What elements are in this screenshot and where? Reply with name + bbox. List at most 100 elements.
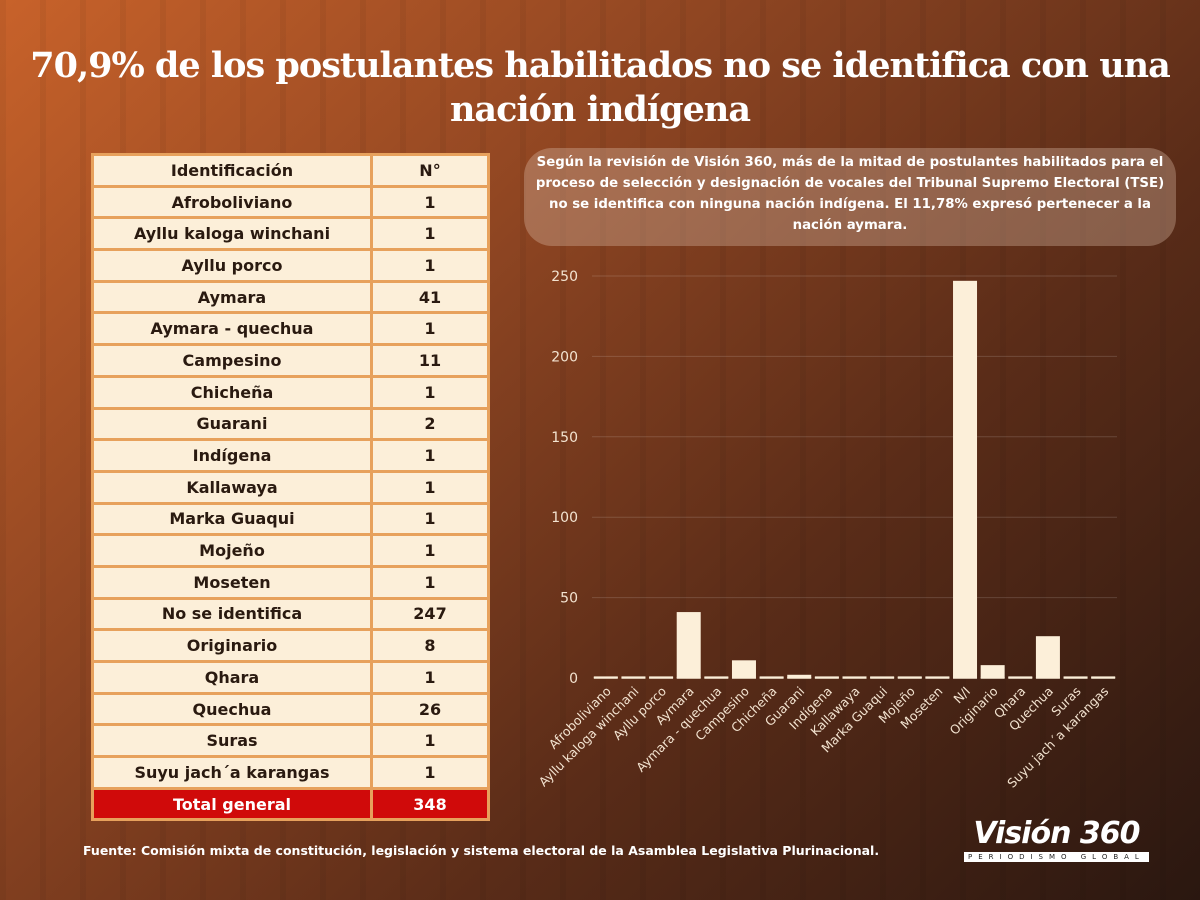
bar-value: 1 (854, 671, 855, 673)
table-row: Kallawaya 1 (91, 469, 490, 505)
table-row: Indígena 1 (91, 438, 490, 473)
table-row: Aymara - quechua 1 (91, 311, 490, 347)
vision360-logo: Visión 360 PERIODISMO GLOBAL (964, 818, 1149, 862)
bar (1035, 636, 1060, 678)
table-row: Mojeño 1 (91, 533, 490, 568)
table-row: Ayllu porco 1 (91, 248, 490, 283)
header-count: N° (370, 153, 490, 188)
table-row: Marka Guaqui 1 (91, 501, 490, 537)
cell-count: 8 (370, 628, 490, 663)
cell-count: 1 (370, 184, 490, 220)
bar (704, 676, 729, 678)
bar-value: 247 (964, 276, 966, 278)
cell-label: Ayllu kaloga winchani (91, 216, 373, 252)
cell-label: Chicheña (91, 374, 373, 410)
bar-value: 1 (771, 671, 772, 673)
bar (621, 676, 646, 678)
cell-count: 247 (370, 596, 490, 632)
table-row: Suras 1 (91, 723, 490, 759)
bar (1008, 676, 1033, 678)
cell-label: Originario (91, 628, 373, 663)
source-text: Fuente: Comisión mixta de constitución, … (83, 843, 880, 858)
bar (897, 676, 922, 678)
cell-count: 11 (370, 343, 490, 378)
cell-label: Guarani (91, 406, 373, 442)
bar-value: 1 (605, 671, 606, 673)
bar-value: 1 (827, 671, 828, 673)
cell-count: 1 (370, 216, 490, 252)
cell-label: Afroboliviano (91, 184, 373, 220)
cell-count: 1 (370, 248, 490, 283)
bar-value: 1 (1075, 671, 1076, 673)
cell-label: Campesino (91, 343, 373, 378)
cell-label: Mojeño (91, 533, 373, 568)
table-row: No se identifica 247 (91, 596, 490, 632)
cell-count: 1 (370, 564, 490, 600)
cell-count: 348 (370, 786, 490, 822)
bar-value: 1 (1103, 671, 1104, 673)
table-row: Moseten 1 (91, 564, 490, 600)
table-row: Guarani 2 (91, 406, 490, 442)
table-row: Originario 8 (91, 628, 490, 663)
cell-count: 1 (370, 374, 490, 410)
cell-count: 1 (370, 469, 490, 505)
cell-label: Marka Guaqui (91, 501, 373, 537)
y-tick-label: 150 (551, 430, 578, 446)
cell-count: 1 (370, 755, 490, 790)
bar (649, 676, 674, 678)
table-row: Quechua 26 (91, 691, 490, 727)
bar (980, 665, 1005, 678)
bar-value: 11 (743, 655, 745, 657)
y-tick-label: 250 (551, 269, 578, 285)
cell-label: Ayllu porco (91, 248, 373, 283)
identification-table: Identificación N° Afroboliviano 1 Ayllu ka… (91, 153, 490, 822)
y-tick-label: 100 (551, 510, 578, 526)
bar-value: 1 (633, 671, 634, 673)
bar (759, 676, 784, 678)
bar-value: 1 (909, 671, 910, 673)
bar-value: 1 (937, 671, 938, 673)
bar (870, 676, 895, 678)
cell-count: 26 (370, 691, 490, 727)
logo-name: Visión 360 (973, 816, 1140, 851)
bar-value: 1 (1020, 671, 1021, 673)
cell-count: 1 (370, 311, 490, 347)
bar-value: 2 (799, 670, 800, 672)
bar (1091, 676, 1116, 678)
cell-label: No se identifica (91, 596, 373, 632)
cell-count: 1 (370, 501, 490, 537)
cell-label: Quechua (91, 691, 373, 727)
bar-value: 1 (882, 671, 883, 673)
y-tick-label: 200 (551, 349, 578, 365)
bar-value: 1 (661, 671, 662, 673)
cell-count: 2 (370, 406, 490, 442)
table-row: Campesino 11 (91, 343, 490, 378)
cell-count: 1 (370, 660, 490, 695)
bar-value: 26 (1047, 631, 1049, 633)
bar (953, 280, 978, 678)
cell-label: Qhara (91, 660, 373, 695)
bar (676, 612, 701, 678)
bar (731, 660, 756, 678)
table-row: Qhara 1 (91, 660, 490, 695)
cell-label: Aymara (91, 279, 373, 315)
cell-label: Suyu jach´a karangas (91, 755, 373, 790)
cell-count: 1 (370, 438, 490, 473)
cell-count: 1 (370, 723, 490, 759)
bar (787, 674, 812, 678)
table-row: Ayllu kaloga winchani 1 (91, 216, 490, 252)
bar-value: 41 (688, 607, 690, 609)
cell-label: Moseten (91, 564, 373, 600)
bar (1063, 676, 1088, 678)
cell-label: Kallawaya (91, 469, 373, 505)
table-row: Aymara 41 (91, 279, 490, 315)
y-tick-label: 0 (569, 671, 578, 687)
bar (842, 676, 867, 678)
bar (593, 676, 618, 678)
bar-value: 8 (992, 660, 993, 662)
cell-label: Aymara - quechua (91, 311, 373, 347)
header-identificacion: Identificación (91, 153, 373, 188)
table-row: Chicheña 1 (91, 374, 490, 410)
summary-note: Según la revisión de Visión 360, más de … (524, 148, 1176, 246)
